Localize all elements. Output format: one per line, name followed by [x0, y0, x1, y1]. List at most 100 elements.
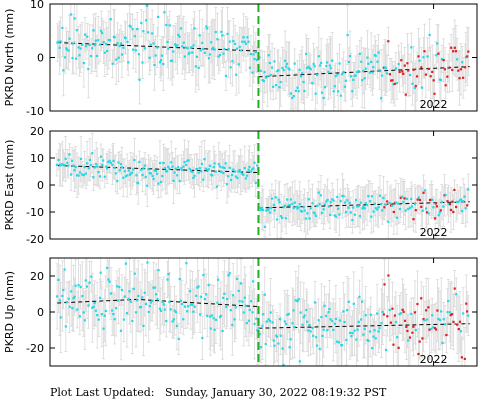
recent-point: [434, 202, 437, 205]
data-point: [247, 319, 250, 322]
data-point: [347, 300, 350, 303]
y-axis-label: PKRD East (mm): [3, 140, 16, 231]
data-point: [233, 42, 237, 45]
data-point: [380, 202, 383, 206]
data-point: [202, 47, 205, 51]
data-point: [152, 177, 155, 181]
data-point: [193, 27, 196, 30]
chart-container: -10 0 10 2022 PKRD North (mm) -20 -10 0 10 20 2022…: [3, 0, 478, 367]
data-point: [88, 43, 91, 47]
recent-point: [442, 59, 445, 62]
data-point: [267, 208, 270, 211]
data-point: [158, 61, 162, 64]
data-point: [72, 297, 75, 300]
data-point: [344, 79, 347, 82]
recent-point: [413, 311, 417, 314]
data-point: [84, 45, 88, 48]
data-point: [145, 19, 148, 22]
data-point: [313, 301, 317, 304]
data-point: [67, 49, 70, 52]
recent-point: [416, 302, 419, 306]
data-point: [413, 203, 417, 206]
data-point: [296, 207, 299, 210]
data-point: [332, 328, 335, 331]
data-point: [277, 69, 280, 72]
data-point: [87, 167, 90, 170]
data-point: [133, 272, 136, 275]
data-point: [98, 175, 102, 178]
data-point: [169, 59, 173, 63]
data-point: [355, 338, 358, 341]
data-point: [116, 179, 119, 183]
data-point: [188, 51, 191, 54]
recent-point: [407, 69, 410, 72]
data-point: [171, 165, 174, 168]
data-point: [257, 326, 260, 330]
data-point: [253, 161, 256, 164]
data-point: [392, 83, 395, 86]
data-point: [242, 36, 245, 39]
data-point: [282, 363, 285, 366]
data-point: [361, 79, 364, 82]
data-point: [226, 32, 229, 36]
recent-point: [386, 315, 389, 318]
data-point: [162, 161, 165, 165]
data-point: [356, 205, 359, 208]
recent-point: [422, 191, 425, 194]
data-point: [241, 40, 244, 43]
data-point: [148, 305, 151, 308]
recent-point: [450, 313, 454, 316]
recent-point: [456, 323, 459, 326]
data-point: [463, 195, 466, 198]
data-point: [109, 18, 112, 21]
data-point: [376, 208, 379, 211]
x-tick-label: 2022: [420, 98, 448, 111]
data-point: [405, 197, 409, 200]
data-point: [82, 61, 85, 65]
data-point: [151, 299, 154, 303]
data-point: [263, 71, 266, 74]
data-point: [374, 207, 377, 210]
data-point: [291, 202, 294, 205]
data-point: [239, 282, 243, 285]
data-point: [202, 178, 205, 181]
data-point: [346, 309, 349, 312]
data-point: [446, 311, 449, 314]
data-point: [395, 216, 399, 219]
data-point: [455, 293, 458, 296]
data-point: [127, 169, 130, 172]
data-point: [447, 299, 450, 303]
data-point: [467, 314, 470, 317]
data-point: [252, 53, 255, 56]
data-point: [159, 309, 162, 312]
data-point: [436, 42, 439, 45]
data-point: [251, 311, 254, 314]
data-point: [323, 304, 326, 307]
data-point: [237, 63, 240, 66]
chart-panel-2: -20 -10 0 10 20 2022 PKRD East (mm): [3, 125, 478, 246]
data-point: [376, 312, 379, 315]
recent-point: [453, 46, 456, 49]
data-point: [94, 309, 97, 312]
data-point: [244, 304, 247, 307]
data-point: [371, 71, 374, 74]
data-point: [231, 60, 234, 63]
data-point: [138, 160, 141, 164]
recent-point: [416, 198, 419, 201]
data-point: [229, 308, 232, 312]
data-point: [235, 73, 238, 76]
data-point: [232, 39, 235, 43]
data-point: [274, 196, 277, 199]
data-point: [119, 163, 123, 166]
data-point: [149, 43, 152, 46]
data-point: [426, 318, 429, 321]
data-point: [207, 283, 210, 287]
data-point: [321, 334, 324, 338]
data-point: [118, 169, 121, 172]
data-point: [73, 295, 76, 298]
data-point: [309, 330, 312, 333]
recent-point: [454, 205, 458, 209]
data-point: [140, 296, 144, 299]
data-point: [327, 70, 330, 73]
data-point: [255, 58, 259, 62]
